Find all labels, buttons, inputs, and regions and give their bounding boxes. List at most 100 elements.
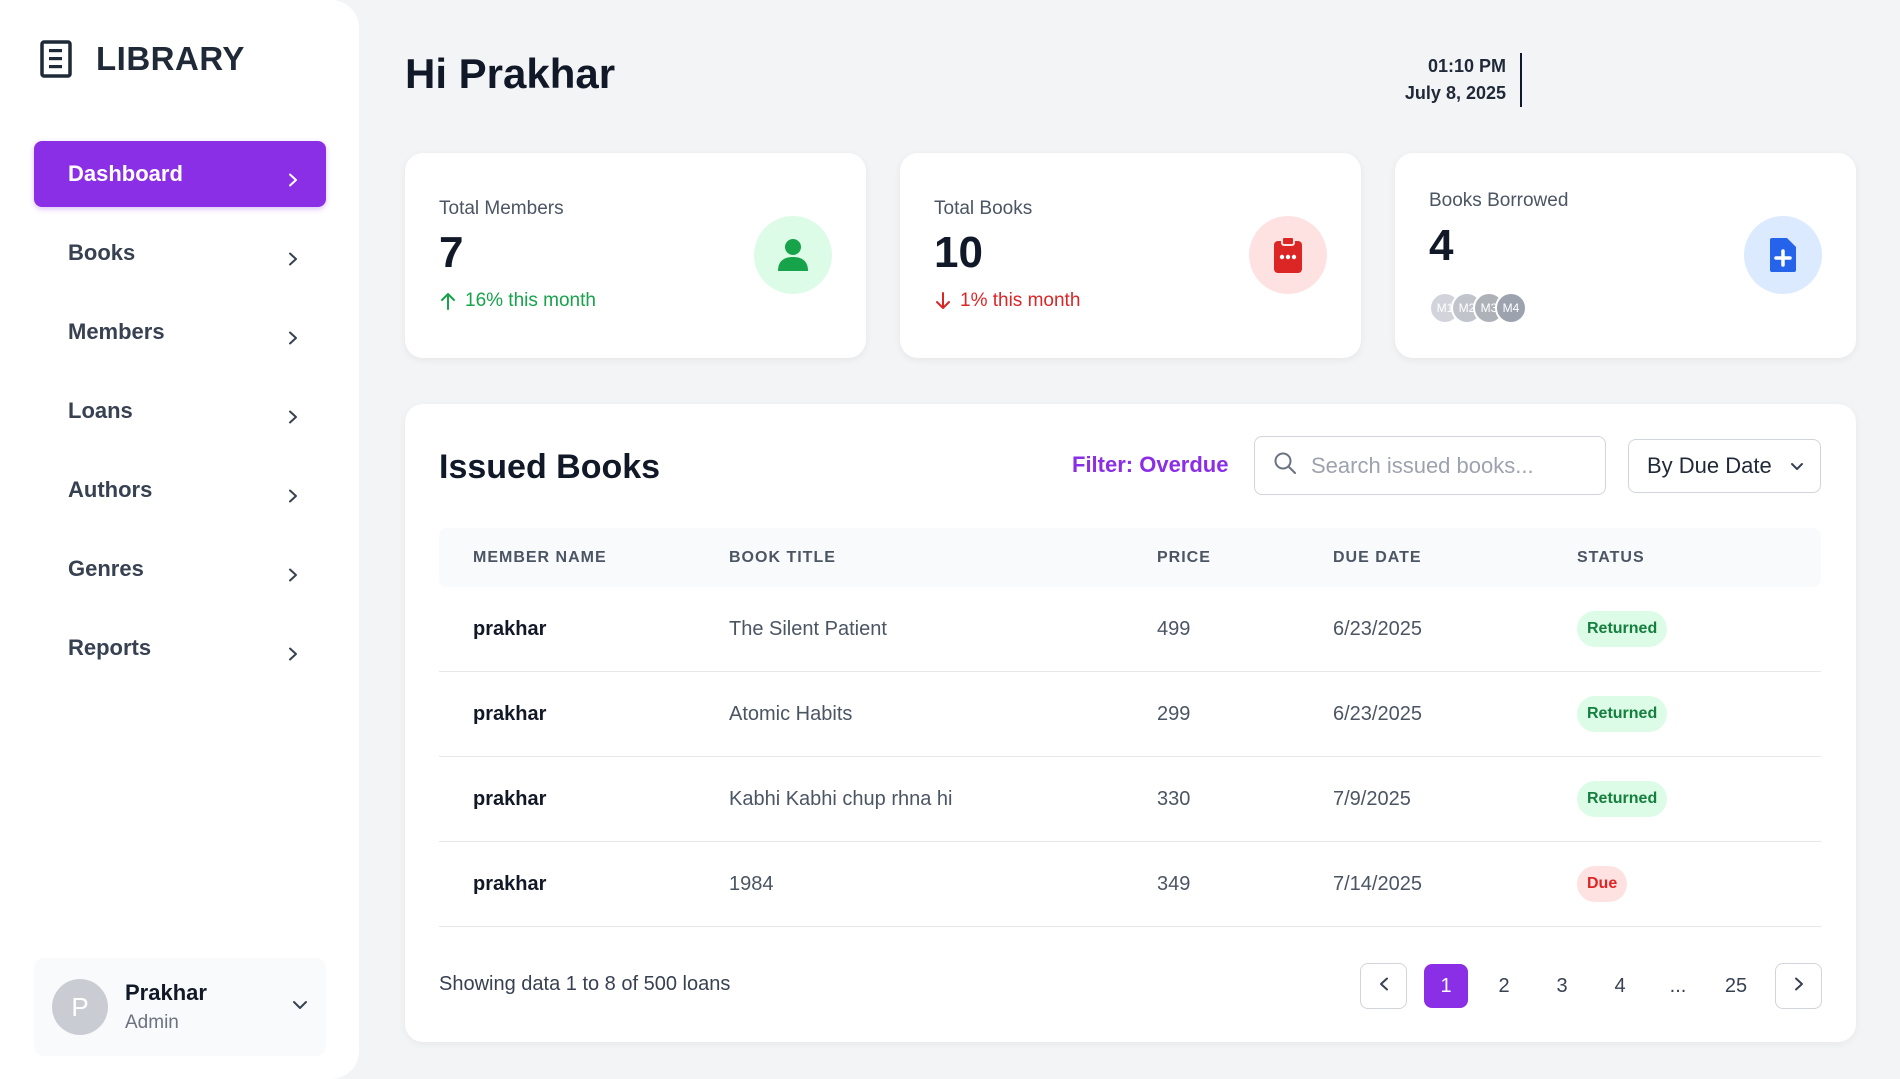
current-date: July 8, 2025 (1404, 83, 1506, 103)
sidebar-item-loans[interactable]: Loans (34, 378, 326, 444)
stat-card-books: Total Books 10 1% this month (900, 153, 1361, 358)
sort-select[interactable]: By Due Date (1628, 439, 1821, 493)
member-name-cell: prakhar (473, 787, 547, 810)
prev-page-button[interactable] (1360, 963, 1407, 1009)
page-button-3[interactable]: 3 (1556, 974, 1568, 997)
current-time: 01:10 PM (1427, 56, 1506, 76)
chevron-right-icon (1792, 977, 1806, 996)
chevron-left-icon (1377, 977, 1391, 996)
sidebar-item-label: Members (68, 319, 165, 344)
app-logo[interactable]: LIBRARY (40, 40, 245, 78)
clipboard-icon (1249, 216, 1327, 294)
status-badge: Returned (1577, 611, 1668, 647)
member-name-cell: prakhar (473, 702, 547, 725)
stat-change: 1% this month (934, 290, 1080, 312)
next-page-button[interactable] (1775, 963, 1822, 1009)
filter-overdue-button[interactable]: Filter: Overdue (1072, 452, 1229, 477)
page-button-25[interactable]: 25 (1724, 974, 1748, 997)
sidebar-item-members[interactable]: Members (34, 299, 326, 365)
user-role: Admin (125, 1012, 179, 1033)
member-chip: M4 (1495, 292, 1527, 324)
column-header[interactable]: BOOK TITLE (729, 548, 836, 566)
page-title: Hi Prakhar (405, 50, 616, 97)
table-row[interactable]: prakhar Kabhi Kabhi chup rhna hi 330 7/9… (439, 757, 1821, 842)
stat-value: 10 (934, 228, 983, 277)
avatar: P (52, 979, 108, 1035)
stat-label: Total Books (934, 198, 1033, 219)
sidebar-item-genres[interactable]: Genres (34, 536, 326, 602)
arrow-down-icon (934, 291, 952, 311)
app-title: LIBRARY (96, 40, 245, 77)
user-name: Prakhar (125, 980, 207, 1005)
pagination-ellipsis: ... (1669, 974, 1687, 997)
sidebar-nav: Dashboard Books Members Loans Authors Ge… (34, 141, 326, 694)
sidebar-item-label: Reports (68, 635, 152, 660)
member-avatar-group: M1 M2 M3 M4 (1429, 292, 1527, 324)
price-cell: 349 (1157, 872, 1191, 895)
chevron-right-icon (286, 246, 300, 266)
sidebar-item-books[interactable]: Books (34, 220, 326, 286)
arrow-up-icon (439, 291, 457, 311)
stat-change-text: 1% this month (960, 290, 1081, 311)
due-date-cell: 6/23/2025 (1333, 617, 1422, 640)
column-header[interactable]: MEMBER NAME (473, 548, 607, 566)
book-title-cell: 1984 (729, 872, 774, 895)
member-name-cell: prakhar (473, 872, 547, 895)
page-button-1[interactable]: 1 (1424, 964, 1468, 1008)
chevron-down-icon (1790, 453, 1804, 479)
stat-value: 7 (439, 228, 464, 277)
table-header: MEMBER NAME BOOK TITLE PRICE DUE DATE ST… (439, 528, 1821, 587)
user-icon (754, 216, 832, 294)
book-list-icon (40, 40, 74, 78)
sort-select-value: By Due Date (1647, 453, 1772, 478)
stat-label: Total Members (439, 198, 564, 219)
book-title-cell: Kabhi Kabhi chup rhna hi (729, 787, 953, 810)
chevron-right-icon (286, 562, 300, 582)
column-header[interactable]: DUE DATE (1333, 548, 1422, 566)
due-date-cell: 7/9/2025 (1333, 787, 1411, 810)
sidebar-item-dashboard[interactable]: Dashboard (34, 141, 326, 207)
sidebar: LIBRARY Dashboard Books Members Loans Au… (0, 0, 359, 1079)
price-cell: 330 (1157, 787, 1191, 810)
search-box[interactable] (1254, 436, 1606, 495)
column-header[interactable]: STATUS (1577, 548, 1645, 566)
table-row[interactable]: prakhar 1984 349 7/14/2025 Due (439, 842, 1821, 927)
stat-card-borrowed: Books Borrowed 4 M1 M2 M3 M4 (1395, 153, 1856, 358)
price-cell: 299 (1157, 702, 1191, 725)
chevron-right-icon (286, 325, 300, 345)
sidebar-item-label: Genres (68, 556, 144, 581)
datetime-display: 01:10 PM July 8, 2025 (1405, 53, 1522, 107)
due-date-cell: 6/23/2025 (1333, 702, 1422, 725)
file-plus-icon (1744, 216, 1822, 294)
stat-change: 16% this month (439, 290, 596, 312)
stat-change-text: 16% this month (465, 290, 596, 311)
book-title-cell: The Silent Patient (729, 617, 887, 640)
issued-books-table: MEMBER NAME BOOK TITLE PRICE DUE DATE ST… (439, 528, 1821, 927)
section-title: Issued Books (439, 448, 661, 486)
page-button-2[interactable]: 2 (1498, 974, 1510, 997)
status-badge: Due (1577, 866, 1628, 902)
stat-label: Books Borrowed (1429, 190, 1569, 211)
chevron-right-icon (286, 641, 300, 661)
sidebar-item-authors[interactable]: Authors (34, 457, 326, 523)
chevron-right-icon (286, 404, 300, 424)
column-header[interactable]: PRICE (1157, 548, 1211, 566)
status-badge: Returned (1577, 781, 1668, 817)
chevron-right-icon (286, 167, 300, 187)
stat-card-members: Total Members 7 16% this month (405, 153, 866, 358)
sidebar-item-reports[interactable]: Reports (34, 615, 326, 681)
sidebar-item-label: Authors (68, 477, 153, 502)
stat-value: 4 (1429, 221, 1454, 270)
table-row[interactable]: prakhar Atomic Habits 299 6/23/2025 Retu… (439, 672, 1821, 757)
chevron-right-icon (286, 483, 300, 503)
user-profile[interactable]: P Prakhar Admin (34, 958, 326, 1056)
due-date-cell: 7/14/2025 (1333, 872, 1422, 895)
price-cell: 499 (1157, 617, 1191, 640)
search-input[interactable] (1311, 452, 1571, 479)
table-row[interactable]: prakhar The Silent Patient 499 6/23/2025… (439, 587, 1821, 672)
pagination: 1 2 3 4 ... 25 (1360, 963, 1822, 1009)
book-title-cell: Atomic Habits (729, 702, 853, 725)
status-badge: Returned (1577, 696, 1668, 732)
page-button-4[interactable]: 4 (1614, 974, 1626, 997)
chevron-down-icon[interactable] (292, 997, 308, 1018)
